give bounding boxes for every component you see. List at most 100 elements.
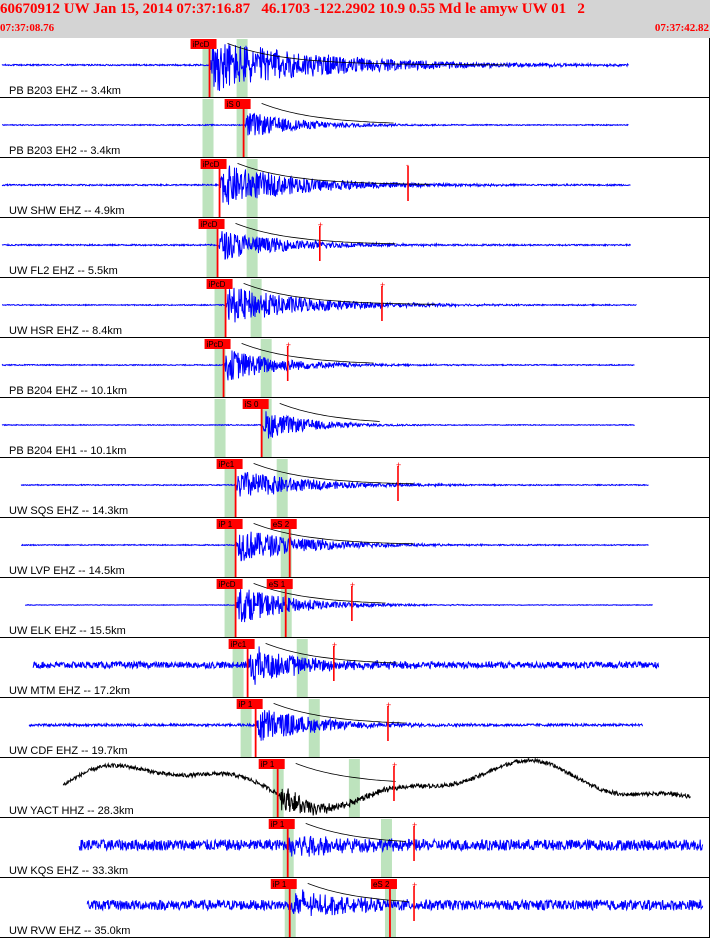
- waveform-line: [32, 646, 660, 685]
- waveform-line: [1, 43, 629, 91]
- trace-row: iP 1 eS 2 UW LVP EHZ -- 14.5km: [0, 519, 710, 578]
- seismogram-plot: iPcD PB B203 EHZ -- 3.4km iS 0 PB B203 EH2 …: [0, 38, 710, 938]
- analysis-window: [348, 759, 360, 818]
- trace-row: iS 0 PB B204 EH1 -- 10.1km: [0, 399, 710, 458]
- event-header: 60670912 UW Jan 15, 2014 07:37:16.87 46.…: [0, 0, 710, 38]
- pick-label: iPcD: [203, 160, 220, 169]
- coda-marker-label: +: [332, 640, 337, 650]
- trace-row: iPcD eS 1 + UW ELK EHZ -- 15.5km: [0, 579, 710, 638]
- analysis-window: [236, 99, 248, 158]
- analysis-window: [214, 339, 226, 398]
- waveform-line: [2, 112, 629, 136]
- analysis-window: [224, 579, 236, 638]
- trace-row: iS 0 PB B203 EH2 -- 3.4km: [0, 99, 710, 158]
- coda-curve: [241, 343, 374, 364]
- pick-flag: [216, 459, 243, 469]
- pick-label: iP 1: [261, 760, 275, 769]
- pick-label: iPc1: [219, 460, 235, 469]
- analysis-window: [202, 39, 214, 98]
- trace-row: iPcD + PB B204 EHZ -- 10.1km: [0, 339, 710, 398]
- station-label: UW MTM EHZ -- 17.2km: [9, 685, 130, 697]
- pick-flag: [270, 519, 297, 529]
- station-label: UW FL2 EHZ -- 5.5km: [9, 265, 118, 277]
- trace-row: iP 1 eS 2 + UW RVW EHZ -- 35.0km: [0, 879, 710, 938]
- analysis-window: [240, 699, 252, 758]
- pick-flag: [198, 219, 225, 229]
- analysis-window: [236, 39, 248, 98]
- start-time-label: 07:37:08.76: [0, 22, 55, 34]
- trace-row: iPc1 + UW SQS EHZ -- 14.3km: [0, 459, 710, 518]
- trace-row: iPcD + UW FL2 EHZ -- 5.5km: [0, 219, 710, 278]
- pick-label: iPcD: [219, 580, 236, 589]
- pick-label: iPcD: [201, 220, 218, 229]
- coda-curve: [305, 823, 406, 842]
- analysis-window: [202, 159, 214, 218]
- station-label: UW RVW EHZ -- 35.0km: [9, 925, 130, 937]
- pick-flag: [242, 399, 269, 409]
- end-time-label: 07:37:42.82: [654, 22, 709, 34]
- pick-flag: [228, 639, 255, 649]
- pick-label: eS 2: [273, 520, 290, 529]
- event-title: 60670912 UW Jan 15, 2014 07:37:16.87 46.…: [0, 1, 585, 17]
- coda-curve: [253, 523, 414, 545]
- analysis-window: [224, 459, 236, 518]
- coda-marker-label: +: [286, 340, 291, 350]
- pick-label: iPcD: [193, 40, 210, 49]
- coda-marker-label: +: [412, 820, 417, 830]
- coda-curve: [265, 643, 398, 664]
- waveform-line: [1, 350, 635, 381]
- pick-flag: [206, 279, 233, 289]
- pick-flag: [258, 759, 285, 769]
- coda-curve: [307, 883, 408, 902]
- pick-label: iP 1: [273, 880, 287, 889]
- station-label: UW HSR EHZ -- 8.4km: [9, 325, 122, 337]
- pick-flag: [370, 879, 397, 889]
- analysis-window: [214, 279, 226, 338]
- station-label: UW SQS EHZ -- 14.3km: [9, 505, 128, 517]
- station-label: UW YACT HHZ -- 28.3km: [9, 805, 134, 817]
- coda-marker-label: +: [350, 580, 355, 590]
- pick-label: iS 0: [245, 400, 259, 409]
- waveform-line: [78, 835, 704, 857]
- trace-row: iP 1 + UW KQS EHZ -- 33.3km: [0, 819, 710, 878]
- trace-row: iPc1 + UW MTM EHZ -- 17.2km: [0, 639, 710, 698]
- pick-label: iP 1: [219, 520, 233, 529]
- coda-marker-label: +: [396, 460, 401, 470]
- pick-label: iPc1: [231, 640, 247, 649]
- waveform-line: [1, 411, 635, 439]
- pick-flag: [270, 879, 297, 889]
- analysis-window: [206, 219, 218, 278]
- coda-marker-label: +: [380, 280, 385, 290]
- station-label: UW CDF EHZ -- 19.7km: [9, 745, 128, 757]
- trace-row: iPcD + UW HSR EHZ -- 8.4km: [0, 279, 710, 338]
- coda-curve: [253, 463, 414, 485]
- station-label: UW SHW EHZ -- 4.9km: [9, 205, 125, 217]
- analysis-window: [202, 99, 214, 158]
- coda-curve: [279, 403, 380, 422]
- coda-curve: [243, 283, 436, 305]
- coda-curve: [295, 763, 396, 782]
- pick-label: eS 2: [373, 880, 390, 889]
- coda-curve: [261, 103, 394, 124]
- pick-label: iP 1: [271, 820, 285, 829]
- pick-flag: [200, 159, 227, 169]
- waveform-line: [25, 589, 653, 623]
- pick-label: iPcD: [209, 280, 226, 289]
- analysis-window: [232, 639, 244, 698]
- station-label: UW ELK EHZ -- 15.5km: [9, 625, 126, 637]
- waveform-line: [1, 231, 631, 260]
- waveform-line: [20, 471, 649, 497]
- pick-flag: [204, 339, 231, 349]
- coda-curve: [253, 583, 386, 604]
- pick-flag: [224, 99, 251, 109]
- station-label: PB B204 EHZ -- 10.1km: [9, 385, 127, 397]
- analysis-window: [224, 519, 236, 578]
- waveform-line: [1, 165, 631, 205]
- analysis-window: [214, 399, 226, 458]
- pick-flag: [216, 579, 243, 589]
- analysis-window: [260, 339, 272, 398]
- pick-label: eS 1: [269, 580, 286, 589]
- station-label: PB B204 EH1 -- 10.1km: [9, 445, 126, 457]
- coda-marker-label: +: [392, 760, 397, 770]
- waveform-line: [86, 889, 704, 917]
